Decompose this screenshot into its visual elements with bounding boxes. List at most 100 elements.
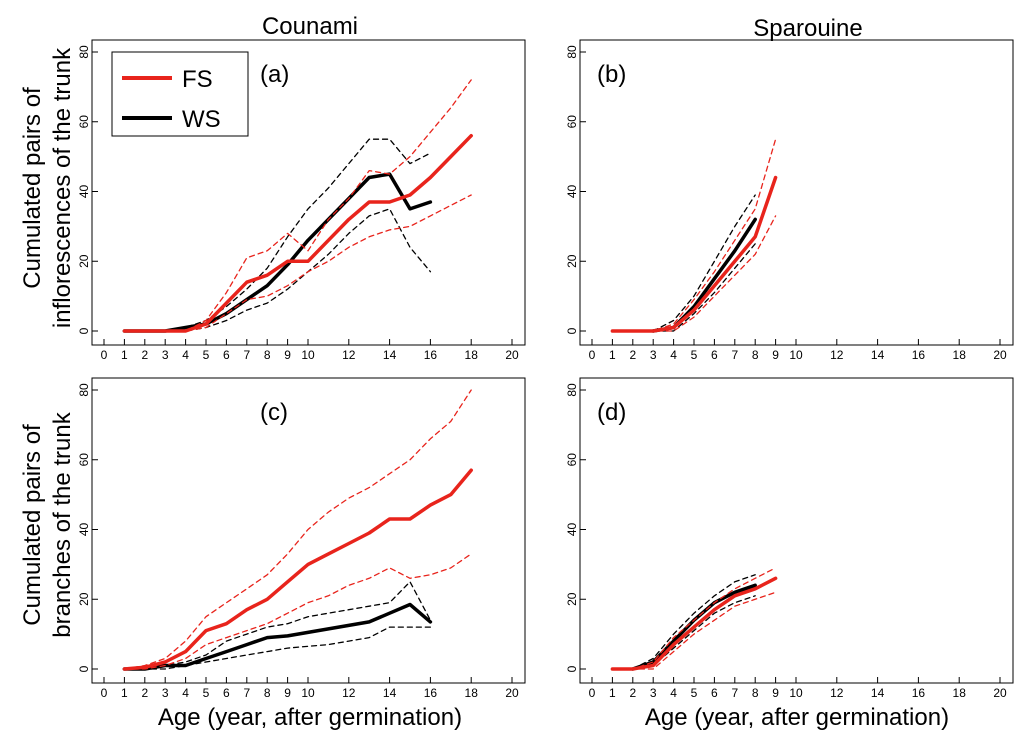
x-tick-label: 14 — [383, 348, 397, 362]
y-tick-label: 0 — [565, 665, 579, 672]
x-tick-label: 18 — [465, 686, 479, 700]
x-tick-label: 1 — [121, 348, 128, 362]
x-tick-label: 12 — [342, 686, 356, 700]
x-tick-label: 10 — [301, 348, 315, 362]
x-tick-label: 20 — [993, 686, 1007, 700]
x-tick-label: 2 — [141, 686, 148, 700]
legend-label-ws: WS — [182, 106, 221, 133]
series-ws-dashed-bound — [632, 574, 756, 670]
x-tick-label: 10 — [301, 686, 315, 700]
series-fs-mean-line — [122, 133, 473, 333]
y-tick-label: 60 — [565, 453, 579, 467]
ylabel-top-line1: Cumulated pairs of — [19, 87, 46, 289]
x-tick-label: 1 — [121, 686, 128, 700]
x-tick-label: 6 — [223, 348, 230, 362]
x-tick-label: 20 — [505, 686, 519, 700]
x-tick-label: 7 — [243, 348, 250, 362]
series-ws-dashed-bound — [123, 626, 432, 670]
x-tick-label: 0 — [589, 686, 596, 700]
ylabel-bottom-line2: branches of the trunk — [49, 411, 76, 637]
panel-label: (c) — [260, 399, 288, 426]
x-tick-label: 3 — [650, 686, 657, 700]
x-tick-label: 8 — [752, 686, 759, 700]
x-tick-label: 2 — [141, 348, 148, 362]
x-tick-label: 10 — [789, 686, 803, 700]
y-tick-label: 0 — [77, 327, 91, 334]
y-tick-label: 20 — [565, 592, 579, 606]
x-tick-label: 14 — [383, 686, 397, 700]
x-tick-label: 1 — [609, 348, 616, 362]
y-tick-label: 40 — [77, 523, 91, 537]
xlabel-left: Age (year, after germination) — [158, 704, 462, 731]
series-ws-mean-line — [122, 602, 433, 671]
x-tick-label: 0 — [589, 348, 596, 362]
x-tick-label: 9 — [772, 348, 779, 362]
y-tick-label: 40 — [77, 185, 91, 199]
xlabel-right: Age (year, after germination) — [645, 704, 949, 731]
x-tick-label: 10 — [789, 348, 803, 362]
x-tick-label: 20 — [993, 348, 1007, 362]
y-tick-label: 40 — [565, 523, 579, 537]
plot-frame — [91, 377, 526, 684]
ylabel-top-line2: inflorescences of the trunk — [49, 47, 76, 328]
series-fs-dashed-bound — [611, 215, 777, 332]
x-tick-label: 3 — [650, 348, 657, 362]
plot-frame — [579, 39, 1014, 346]
panel-label: (a) — [260, 61, 289, 88]
x-tick-label: 18 — [953, 348, 967, 362]
series-fs-dashed-bound — [611, 567, 777, 670]
x-tick-label: 8 — [264, 686, 271, 700]
series-ws-dashed-bound — [123, 138, 432, 332]
x-tick-label: 16 — [912, 686, 926, 700]
series-ws-dashed-bound — [123, 581, 432, 670]
ylabel-bottom: Cumulated pairs of branches of the trunk — [19, 411, 76, 637]
x-tick-label: 2 — [629, 348, 636, 362]
y-tick-label: 0 — [565, 327, 579, 334]
y-tick-label: 60 — [77, 453, 91, 467]
series-ws-mean-line — [651, 217, 757, 333]
x-tick-label: 3 — [162, 686, 169, 700]
series-fs-dashed-bound — [611, 138, 777, 332]
x-tick-label: 6 — [223, 686, 230, 700]
series-fs-dashed-bound — [611, 591, 777, 670]
x-tick-label: 5 — [691, 686, 698, 700]
x-tick-label: 16 — [424, 348, 438, 362]
x-tick-label: 6 — [711, 686, 718, 700]
x-tick-label: 5 — [203, 348, 210, 362]
y-tick-label: 80 — [77, 383, 91, 397]
column-title-sparouine: Sparouine — [753, 15, 862, 42]
x-tick-label: 12 — [830, 348, 844, 362]
x-tick-label: 4 — [670, 686, 677, 700]
x-tick-label: 7 — [243, 686, 250, 700]
y-tick-label: 80 — [565, 45, 579, 59]
y-tick-label: 80 — [565, 383, 579, 397]
x-tick-label: 12 — [342, 348, 356, 362]
x-tick-label: 14 — [871, 348, 885, 362]
x-tick-label: 0 — [101, 686, 108, 700]
y-tick-label: 20 — [77, 592, 91, 606]
series-fs-dashed-bound — [123, 194, 472, 332]
x-tick-label: 12 — [830, 686, 844, 700]
x-tick-label: 20 — [505, 348, 519, 362]
series-ws-dashed-bound — [632, 595, 756, 670]
x-tick-label: 6 — [711, 348, 718, 362]
x-tick-label: 4 — [182, 348, 189, 362]
x-tick-label: 7 — [731, 348, 738, 362]
x-tick-label: 9 — [284, 686, 291, 700]
legend-box — [111, 51, 249, 137]
y-tick-label: 60 — [565, 115, 579, 129]
x-tick-label: 7 — [731, 686, 738, 700]
x-tick-label: 9 — [284, 348, 291, 362]
x-tick-label: 5 — [691, 348, 698, 362]
x-tick-label: 5 — [203, 686, 210, 700]
x-tick-label: 1 — [609, 686, 616, 700]
y-tick-label: 60 — [77, 115, 91, 129]
ylabel-top: Cumulated pairs of inflorescences of the… — [19, 47, 76, 328]
legend: FS WS — [111, 51, 249, 137]
x-tick-label: 14 — [871, 686, 885, 700]
x-tick-label: 18 — [465, 348, 479, 362]
